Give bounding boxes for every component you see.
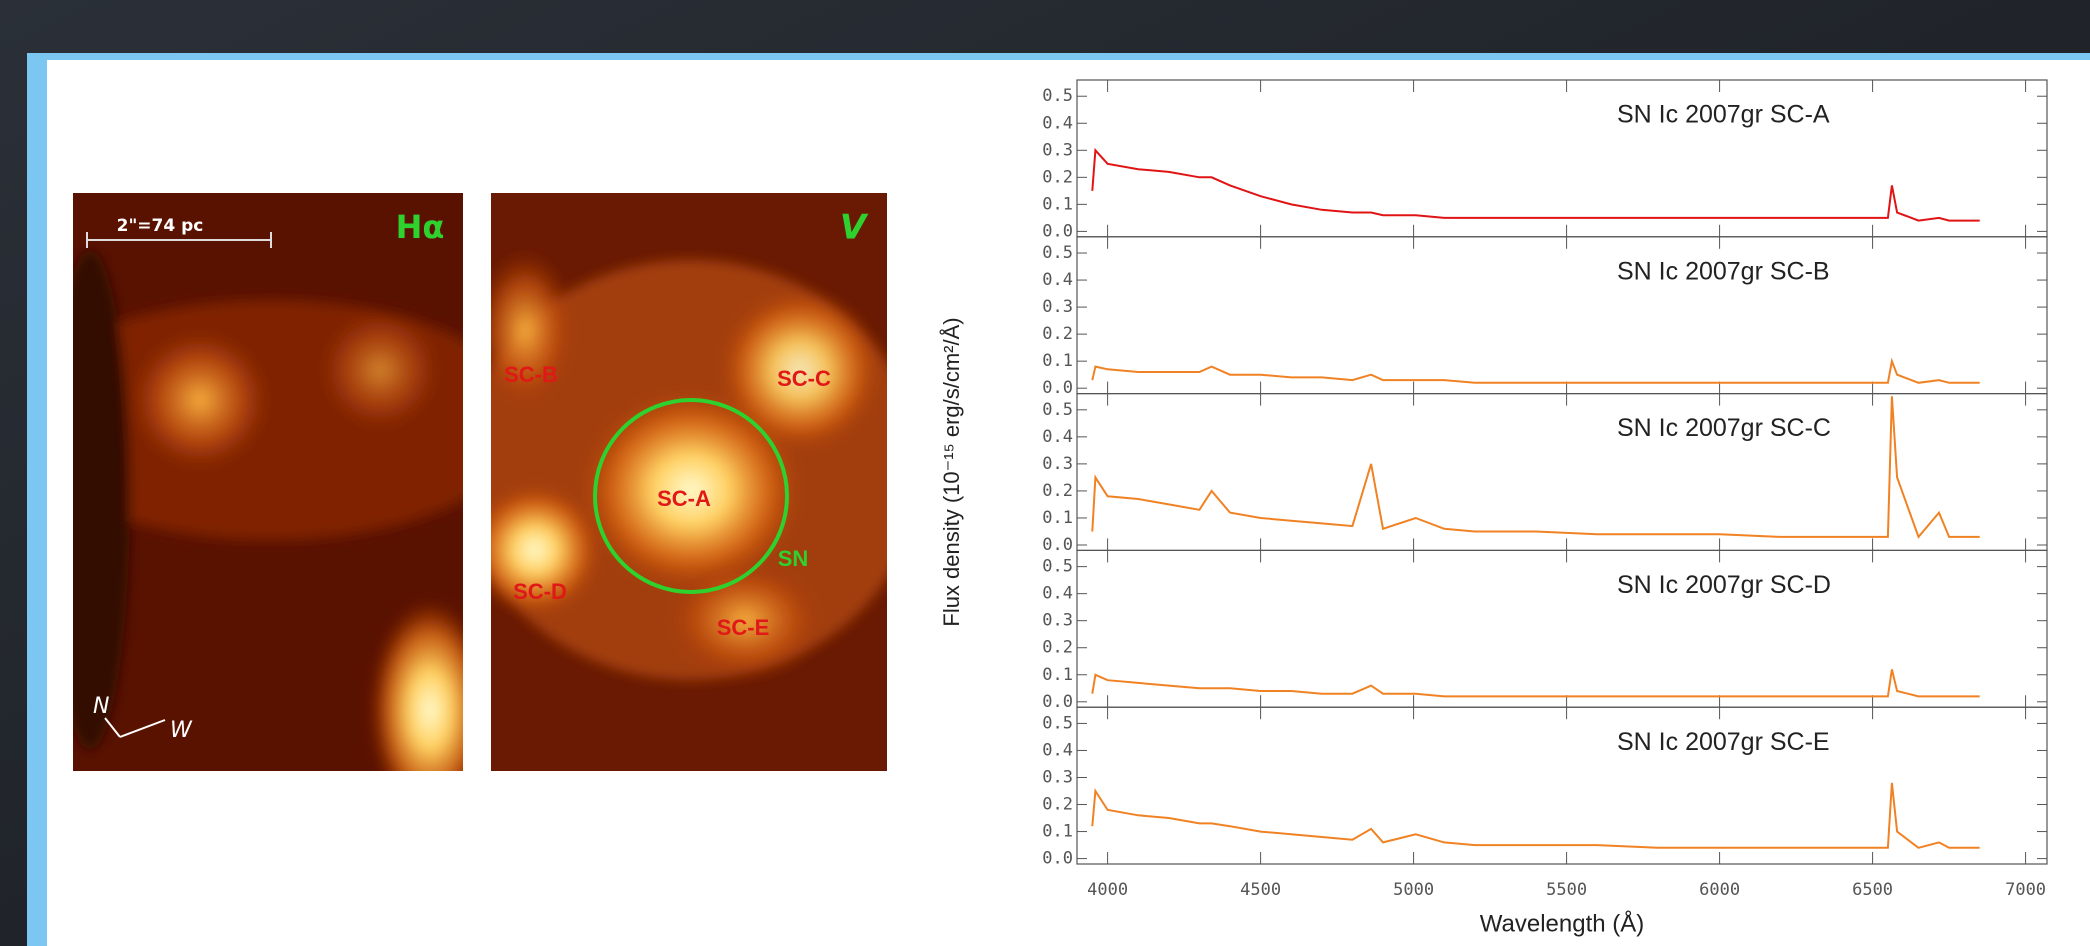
spectrum-line <box>1091 147 1980 222</box>
y-tick-label: 0.4 <box>1042 584 1073 604</box>
y-tick-label: 0.5 <box>1042 713 1073 733</box>
cluster-label: SC-C <box>777 366 831 391</box>
y-tick-label: 0.5 <box>1042 557 1073 577</box>
panel-title: SN Ic 2007gr SC-E <box>1617 728 1830 756</box>
y-tick-label: 0.5 <box>1042 86 1073 106</box>
y-tick-label: 0.5 <box>1042 400 1073 420</box>
panel-title: SN Ic 2007gr SC-D <box>1617 571 1831 599</box>
y-tick-label: 0.5 <box>1042 243 1073 263</box>
scale-label: 2"=74 pc <box>117 216 204 236</box>
y-tick-label: 0.1 <box>1042 351 1073 371</box>
x-tick-label: 5000 <box>1393 880 1434 900</box>
halpha-image: 2"=74 pc Hα N W <box>73 193 463 771</box>
y-tick-label: 0.1 <box>1042 822 1073 842</box>
x-tick-label: 4000 <box>1087 880 1128 900</box>
cluster-label: SC-A <box>657 486 711 511</box>
spectra-chart: 0.0 0.1 0.2 0.3 0.4 0.5 SN Ic 2007gr SC-A Flux … <box>939 79 2048 937</box>
cluster-label: SC-D <box>513 579 567 604</box>
y-tick-label: 0.3 <box>1042 140 1073 160</box>
panel-title: SN Ic 2007gr SC-B <box>1617 257 1830 285</box>
x-tick-label: 6000 <box>1699 880 1740 900</box>
panel-title: SN Ic 2007gr SC-C <box>1617 414 1831 442</box>
sn-label: SN <box>778 546 809 571</box>
y-tick-label: 0.4 <box>1042 740 1073 760</box>
y-tick-label: 0.0 <box>1042 692 1073 712</box>
panel-frame <box>1076 706 2048 865</box>
y-tick-label: 0.1 <box>1042 665 1073 685</box>
y-tick-label: 0.0 <box>1042 849 1073 869</box>
y-tick-label: 0.0 <box>1042 535 1073 555</box>
y-tick-label: 0.4 <box>1042 270 1073 290</box>
band-label: Hα <box>396 208 445 246</box>
y-tick-label: 0.0 <box>1042 378 1073 398</box>
y-axis-label: Flux density (10⁻¹⁵ erg/s/cm²/Å) <box>939 317 964 626</box>
band-label: V <box>840 208 869 248</box>
x-tick-label: 6500 <box>1852 880 1893 900</box>
y-tick-label: 0.4 <box>1042 113 1073 133</box>
spectrum-line <box>1091 396 1980 539</box>
panel-title: SN Ic 2007gr SC-A <box>1617 101 1830 129</box>
y-tick-label: 0.2 <box>1042 795 1073 815</box>
cluster-label: SC-B <box>504 362 558 387</box>
x-tick-label: 4500 <box>1240 880 1281 900</box>
y-tick-label: 0.4 <box>1042 427 1073 447</box>
cluster-label: SC-E <box>717 615 770 640</box>
x-axis-label: Wavelength (Å) <box>1480 909 1645 937</box>
y-tick-label: 0.2 <box>1042 324 1073 344</box>
spectrum-line <box>1091 782 1980 849</box>
v-image: V SC-B SC-C SC-A SC-D SC-E SN <box>491 193 887 771</box>
y-tick-label: 0.2 <box>1042 481 1073 501</box>
y-tick-label: 0.2 <box>1042 167 1073 187</box>
x-tick-label: 5500 <box>1546 880 1587 900</box>
y-tick-label: 0.2 <box>1042 638 1073 658</box>
y-tick-label: 0.1 <box>1042 508 1073 528</box>
x-tick-label: 7000 <box>2005 880 2046 900</box>
spectrum-line <box>1091 669 1980 698</box>
west-label: W <box>170 718 193 743</box>
y-tick-label: 0.0 <box>1042 221 1073 241</box>
y-tick-label: 0.3 <box>1042 297 1073 317</box>
north-label: N <box>93 694 109 719</box>
y-tick-label: 0.3 <box>1042 454 1073 474</box>
spectrum-line <box>1091 357 1980 384</box>
y-tick-label: 0.3 <box>1042 611 1073 631</box>
y-tick-label: 0.1 <box>1042 194 1073 214</box>
y-tick-label: 0.3 <box>1042 767 1073 787</box>
